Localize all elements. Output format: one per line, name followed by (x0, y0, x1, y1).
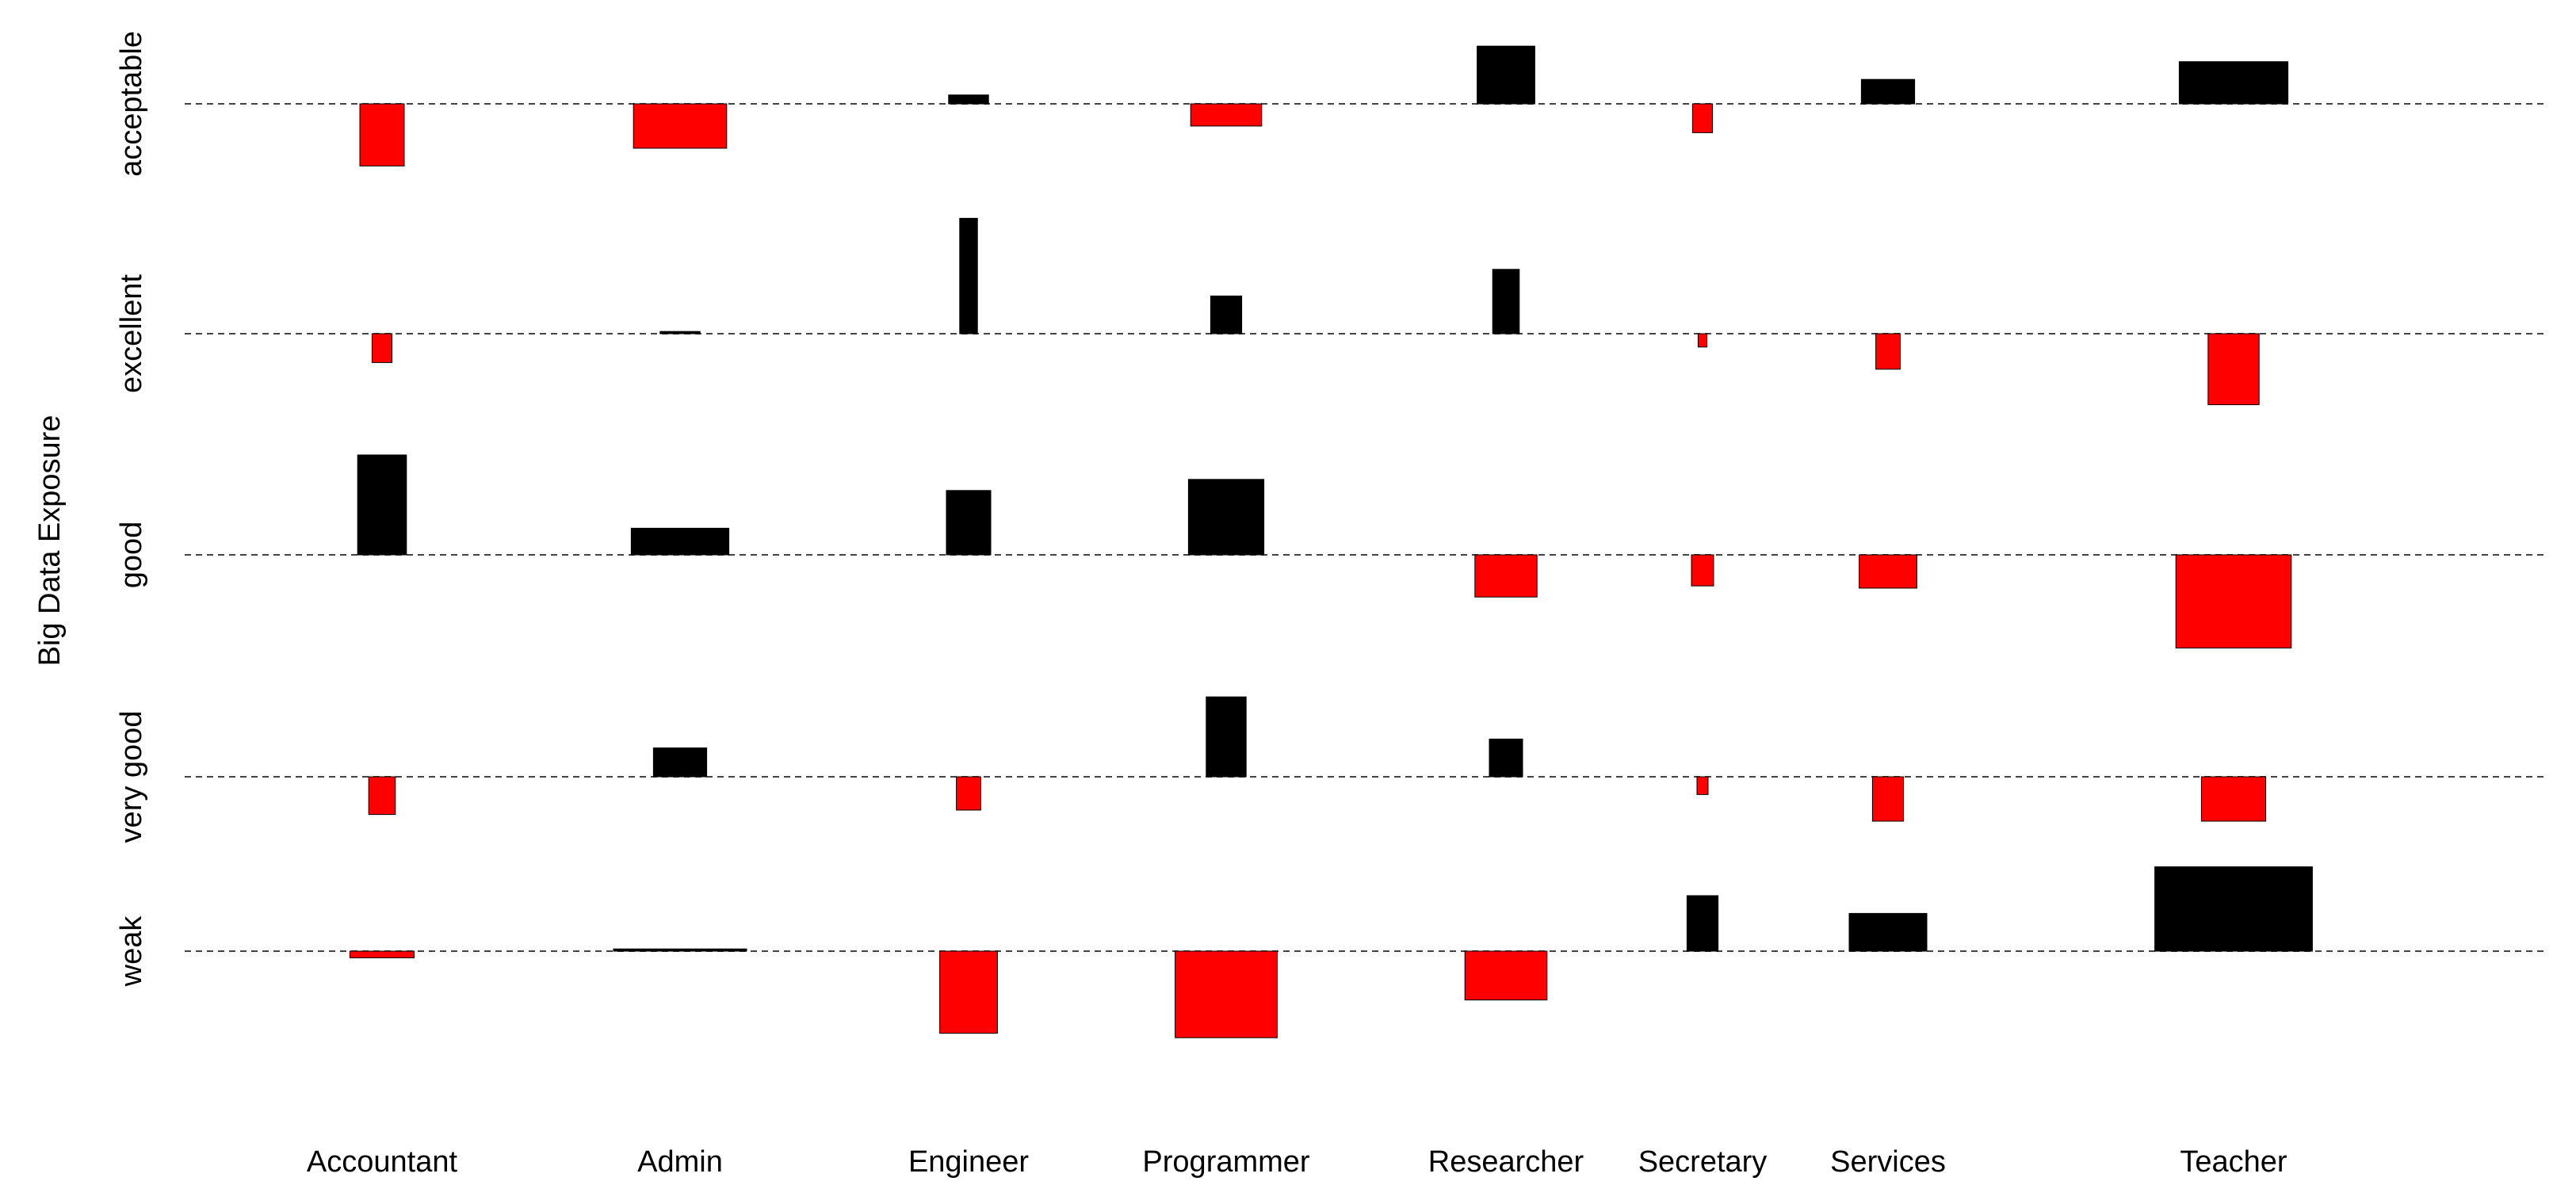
rect-weak-secretary (1686, 895, 1719, 952)
rect-acceptable-researcher (1477, 45, 1535, 105)
column-label-teacher: Teacher (2180, 1145, 2287, 1179)
rect-acceptable-teacher (2178, 61, 2289, 105)
column-label-services: Services (1830, 1145, 1946, 1179)
rect-weak-services (1848, 912, 1928, 952)
rect-good-researcher (1474, 554, 1538, 598)
rect-excellent-programmer (1210, 295, 1243, 334)
rect-very-good-secretary (1696, 776, 1709, 795)
rect-weak-researcher (1464, 950, 1548, 1001)
rect-very-good-admin (652, 747, 708, 778)
rect-excellent-accountant (371, 333, 393, 363)
column-label-researcher: Researcher (1428, 1145, 1584, 1179)
column-label-programmer: Programmer (1142, 1145, 1309, 1179)
rect-good-services (1859, 554, 1917, 589)
rect-acceptable-admin (633, 103, 728, 149)
rect-acceptable-engineer (948, 94, 989, 105)
rect-acceptable-secretary (1691, 103, 1714, 133)
rect-weak-accountant (349, 950, 415, 958)
rect-excellent-secretary (1697, 333, 1708, 348)
rect-good-accountant (357, 454, 407, 556)
row-label-good: good (115, 522, 148, 589)
row-label-acceptable: acceptable (115, 31, 148, 177)
rect-good-engineer (946, 490, 992, 556)
rect-very-good-researcher (1489, 738, 1523, 778)
rect-weak-programmer (1175, 950, 1278, 1038)
rect-good-teacher (2175, 554, 2292, 649)
rect-acceptable-services (1860, 78, 1916, 105)
rect-very-good-programmer (1206, 696, 1247, 778)
rect-good-secretary (1691, 554, 1714, 587)
rect-very-good-accountant (368, 776, 396, 816)
column-label-engineer: Engineer (908, 1145, 1029, 1179)
row-label-weak: weak (115, 915, 148, 988)
y-axis-title: Big Data Exposure (33, 415, 67, 667)
column-label-secretary: Secretary (1638, 1145, 1768, 1179)
column-labels: Accountant Admin Engineer Programmer Researc… (307, 1145, 2287, 1179)
row-baselines (185, 103, 2544, 952)
rect-very-good-engineer (956, 776, 981, 811)
rect-good-programmer (1187, 479, 1265, 556)
rect-weak-engineer (939, 950, 998, 1034)
rect-weak-teacher (2154, 866, 2313, 952)
row-label-very-good: very good (115, 711, 148, 843)
residual-rects (349, 45, 2313, 1038)
rect-excellent-engineer (959, 217, 978, 334)
column-label-accountant: Accountant (307, 1145, 458, 1179)
rect-excellent-teacher (2207, 333, 2260, 406)
rect-acceptable-programmer (1190, 103, 1263, 127)
rect-very-good-services (1871, 776, 1905, 822)
row-label-excellent: excellent (115, 274, 148, 393)
rect-acceptable-accountant (359, 103, 405, 166)
rect-excellent-researcher (1492, 269, 1520, 334)
row-labels: acceptable excellent good very good weak (115, 31, 148, 987)
rect-very-good-teacher (2200, 776, 2267, 822)
rect-excellent-services (1875, 333, 1901, 370)
rect-good-admin (630, 527, 730, 556)
column-label-admin: Admin (637, 1145, 723, 1179)
rect-excellent-admin (659, 331, 701, 334)
rect-weak-admin (613, 948, 747, 952)
